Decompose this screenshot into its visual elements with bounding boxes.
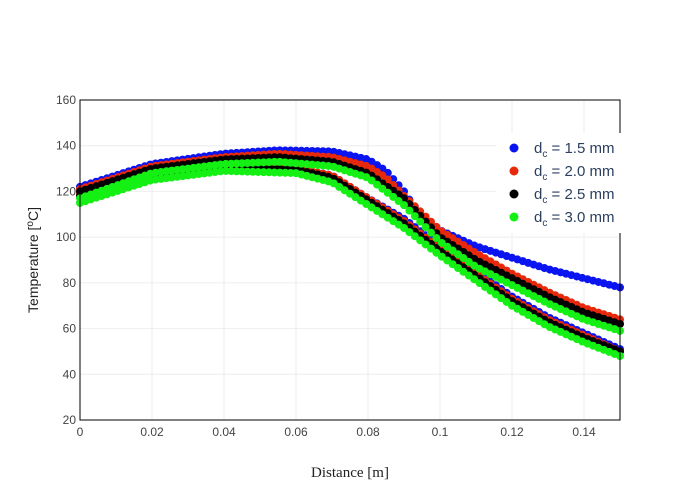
series-4 bbox=[76, 157, 624, 360]
data-point bbox=[405, 206, 414, 215]
y-axis-ticks: 20 40 60 80 100 120 140 160 bbox=[56, 93, 76, 427]
data-point bbox=[427, 244, 435, 253]
y-tick-label: 60 bbox=[63, 322, 77, 336]
x-tick-label: 0 bbox=[77, 425, 84, 439]
data-point bbox=[427, 228, 435, 237]
data-point bbox=[410, 232, 419, 241]
y-tick-label: 20 bbox=[63, 413, 77, 427]
y-tick-label: 120 bbox=[56, 184, 76, 198]
data-point bbox=[378, 184, 387, 193]
legend-entry: dc = 2.5 mm bbox=[534, 186, 614, 206]
y-tick-label: 160 bbox=[56, 93, 76, 107]
y-tick-label: 80 bbox=[63, 276, 77, 290]
x-tick-label: 0.02 bbox=[140, 425, 164, 439]
data-point bbox=[389, 192, 398, 201]
x-tick-label: 0.08 bbox=[356, 425, 380, 439]
data-point bbox=[367, 176, 376, 185]
y-tick-label: 40 bbox=[63, 367, 77, 381]
legend: dc = 1.5 mm dc = 2.0 mm dc = 2.5 mm dc = 3.… bbox=[496, 133, 626, 233]
data-point bbox=[394, 197, 403, 206]
x-axis-ticks: 0 0.02 0.04 0.06 0.08 0.1 0.12 0.14 bbox=[77, 425, 596, 439]
data-point bbox=[383, 188, 392, 197]
x-tick-label: 0.1 bbox=[432, 425, 449, 439]
data-point bbox=[400, 201, 408, 210]
legend-marker bbox=[509, 189, 519, 199]
data-point bbox=[405, 228, 414, 237]
data-point bbox=[400, 224, 408, 232]
x-tick-label: 0.06 bbox=[284, 425, 308, 439]
legend-marker bbox=[509, 166, 519, 176]
data-point bbox=[432, 234, 441, 243]
x-tick-label: 0.14 bbox=[572, 425, 596, 439]
x-axis-label: Distance [m] bbox=[311, 465, 389, 481]
data-point bbox=[410, 212, 419, 221]
legend-entry: dc = 2.0 mm bbox=[534, 163, 614, 183]
data-point bbox=[416, 217, 425, 226]
data-point bbox=[421, 240, 430, 249]
legend-marker bbox=[509, 143, 519, 153]
plot-frame bbox=[79, 99, 621, 421]
legend-entry: dc = 3.0 mm bbox=[534, 209, 614, 229]
data-point bbox=[373, 180, 381, 189]
data-point bbox=[416, 236, 425, 245]
data-point bbox=[421, 223, 430, 232]
y-tick-label: 140 bbox=[56, 139, 76, 153]
y-tick-label: 100 bbox=[56, 230, 76, 244]
y-axis-label: Temperature [oC] bbox=[25, 207, 41, 313]
legend-marker bbox=[509, 212, 519, 222]
legend-entry: dc = 1.5 mm bbox=[534, 140, 614, 160]
plot-area bbox=[76, 146, 624, 360]
x-tick-label: 0.12 bbox=[500, 425, 524, 439]
x-tick-label: 0.04 bbox=[212, 425, 236, 439]
